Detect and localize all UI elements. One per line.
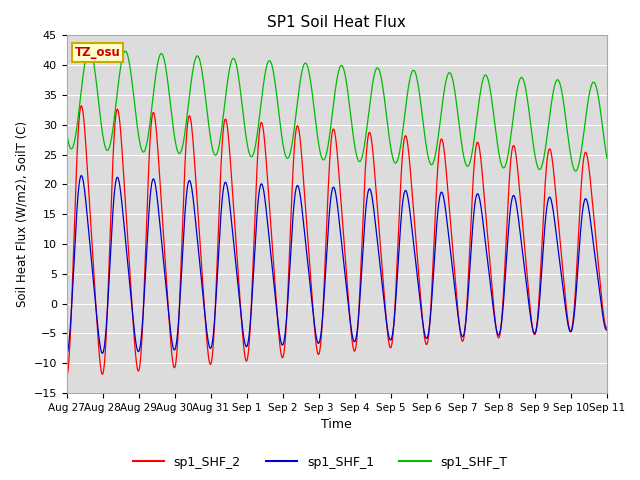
- sp1_SHF_T: [603, 155, 611, 160]
- sp1_SHF_1: [63, 352, 70, 358]
- sp1_SHF_T: [179, 144, 186, 149]
- sp1_SHF_T: [399, 126, 407, 132]
- sp1_SHF_2: [179, 221, 186, 227]
- Line: sp1_SHF_1: sp1_SHF_1: [67, 176, 607, 355]
- sp1_SHF_1: [603, 327, 611, 333]
- sp1_SHF_1: [603, 327, 611, 333]
- Text: TZ_osu: TZ_osu: [75, 46, 120, 59]
- sp1_SHF_2: [214, 245, 221, 251]
- Legend: sp1_SHF_2, sp1_SHF_1, sp1_SHF_T: sp1_SHF_2, sp1_SHF_1, sp1_SHF_T: [127, 451, 513, 474]
- Line: sp1_SHF_T: sp1_SHF_T: [67, 49, 607, 171]
- sp1_SHF_2: [399, 146, 407, 152]
- sp1_SHF_2: [63, 374, 70, 380]
- Y-axis label: Soil Heat Flux (W/m2), SoilT (C): Soil Heat Flux (W/m2), SoilT (C): [15, 121, 28, 307]
- sp1_SHF_1: [179, 251, 186, 256]
- sp1_SHF_1: [552, 227, 559, 233]
- Line: sp1_SHF_2: sp1_SHF_2: [67, 106, 607, 377]
- sp1_SHF_T: [572, 168, 579, 174]
- Title: SP1 Soil Heat Flux: SP1 Soil Heat Flux: [268, 15, 406, 30]
- sp1_SHF_2: [390, 326, 397, 332]
- sp1_SHF_2: [77, 103, 85, 109]
- sp1_SHF_1: [390, 324, 397, 330]
- sp1_SHF_2: [552, 191, 559, 196]
- sp1_SHF_T: [603, 156, 611, 161]
- sp1_SHF_1: [214, 267, 221, 273]
- sp1_SHF_T: [390, 157, 397, 163]
- sp1_SHF_1: [77, 173, 85, 179]
- sp1_SHF_T: [214, 149, 221, 155]
- X-axis label: Time: Time: [321, 419, 352, 432]
- sp1_SHF_1: [399, 197, 407, 203]
- sp1_SHF_2: [603, 325, 611, 331]
- sp1_SHF_T: [552, 79, 559, 85]
- sp1_SHF_2: [603, 325, 611, 331]
- sp1_SHF_T: [86, 46, 93, 52]
- sp1_SHF_T: [63, 130, 70, 135]
